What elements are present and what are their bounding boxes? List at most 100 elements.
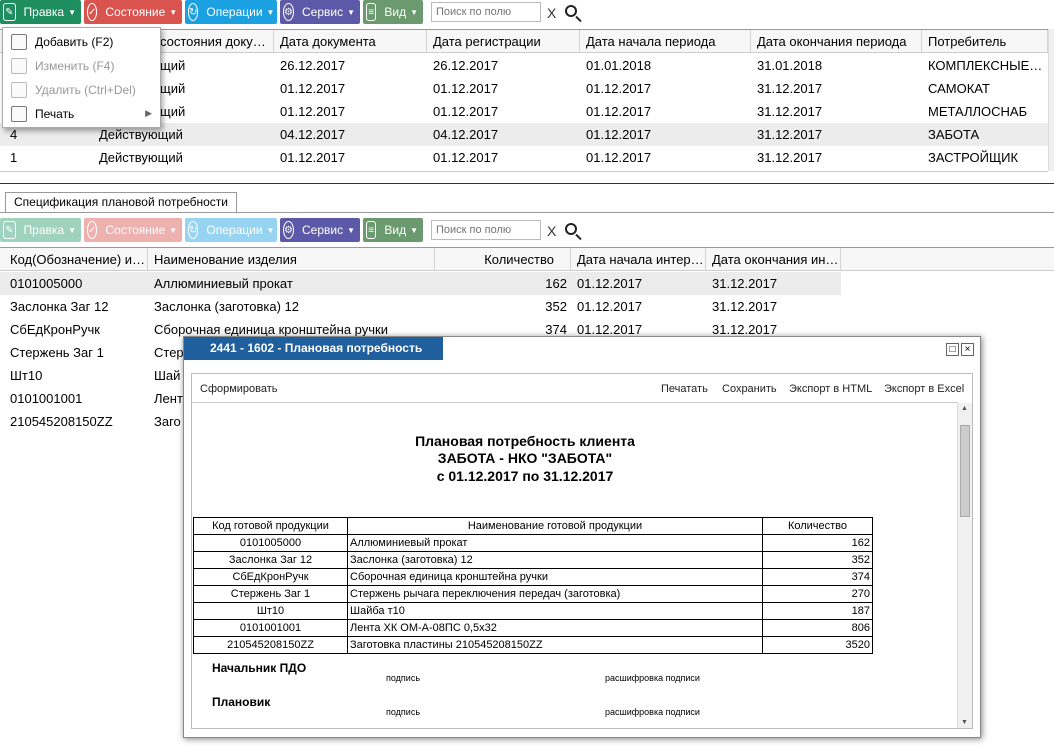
edit-icon: ✎	[3, 3, 16, 21]
report-row: Шт10 Шайба т10 187	[193, 602, 873, 620]
table-row[interactable]: Шт10 Шай	[10, 368, 181, 383]
report-row: Стержень Заг 1 Стержень рычага переключен…	[193, 585, 873, 603]
close-button[interactable]: ×	[961, 343, 974, 356]
save-button[interactable]: Сохранить	[722, 383, 777, 395]
table-row[interactable]: Заслонка Заг 12 Заслонка (заготовка) 12 …	[10, 299, 778, 314]
main-grid-header: состояния доку… Дата документа Дата реги…	[0, 29, 1054, 53]
check-circle-icon: ✓	[87, 3, 98, 21]
table-row[interactable]: щий 01.12.2017 01.12.2017 01.12.2017 31.…	[160, 81, 990, 96]
menu-item-change: Изменить (F4)	[3, 54, 160, 77]
divider	[0, 171, 1048, 172]
report-table: Код готовой продукции Наименование готов…	[193, 517, 873, 654]
export-excel-button[interactable]: Экспорт в Excel	[884, 383, 965, 395]
gear-icon: ⚙	[283, 3, 294, 21]
pencil-icon	[11, 57, 27, 74]
report-row: Заслонка Заг 12 Заслонка (заготовка) 12 35…	[193, 551, 873, 569]
report-scrollbar[interactable]: ▲ ▼	[957, 403, 972, 728]
spec-edit-button[interactable]: ✎ Правка ▼	[0, 218, 81, 242]
spec-search-input[interactable]	[431, 220, 541, 240]
report-row: 210545208150ZZ Заготовка пластины 2105452…	[193, 636, 873, 654]
table-row[interactable]: СбЕдКронРучк Сборочная единица кронштейн…	[10, 322, 778, 337]
signature-decode-caption: расшифровка подписи	[605, 707, 700, 717]
chevron-down-icon: ▼	[68, 7, 76, 17]
print-button[interactable]: Печатать	[661, 383, 708, 395]
chevron-down-icon: ▼	[266, 7, 275, 17]
menu-item-delete: Удалить (Ctrl+Del)	[3, 78, 160, 101]
spec-service-button[interactable]: ⚙ Сервис ▼	[280, 218, 360, 242]
signature-caption: подпись	[386, 673, 421, 683]
menu-item-add[interactable]: Добавить (F2)	[3, 30, 160, 53]
search-icon[interactable]	[565, 223, 577, 235]
column-header[interactable]: Дата окончания периода	[751, 30, 922, 53]
list-icon: ≡	[366, 3, 377, 21]
column-header[interactable]: Наименование изделия	[148, 248, 435, 271]
splitter[interactable]	[0, 183, 1054, 184]
column-header[interactable]: Дата регистрации	[427, 30, 580, 53]
chevron-down-icon: ▼	[410, 7, 418, 17]
table-row[interactable]: 1 Действующий 01.12.2017 01.12.2017 01.1…	[10, 150, 1019, 165]
column-header[interactable]: Дата документа	[274, 30, 427, 53]
table-row[interactable]: Стержень Заг 1 Стер	[10, 345, 184, 360]
clear-search-button[interactable]: X	[547, 5, 557, 21]
column-header[interactable]: Потребитель	[922, 30, 1048, 53]
form-button[interactable]: Сформировать	[200, 383, 278, 395]
signature-role-1: Начальник ПДО	[212, 661, 307, 675]
edit-button[interactable]: ✎ Правка ▼	[0, 0, 81, 24]
document-icon	[11, 33, 27, 50]
search-input[interactable]	[431, 2, 541, 22]
spec-clear-search-button[interactable]: X	[547, 223, 557, 239]
table-row[interactable]: щий 01.12.2017 01.12.2017 01.12.2017 31.…	[160, 104, 1028, 119]
spec-view-button[interactable]: ≡ Вид ▼	[363, 218, 423, 242]
spec-operations-button[interactable]: ↻ Операции ▼	[185, 218, 277, 242]
report-title: Плановая потребность клиента	[415, 433, 635, 449]
view-button[interactable]: ≡ Вид ▼	[363, 0, 423, 24]
search-icon[interactable]	[565, 5, 577, 17]
column-header[interactable]: Дата начала интер…	[571, 248, 706, 271]
refresh-icon: ↻	[188, 221, 199, 239]
table-row-selected[interactable]: 0101005000 Аллюминиевый прокат 162 01.12…	[0, 272, 841, 295]
table-row[interactable]: 210545208150ZZ Заго	[10, 414, 181, 429]
report-subtitle: ЗАБОТА - НКО "ЗАБОТА"	[437, 450, 613, 466]
edit-menu: Добавить (F2) Изменить (F4) Удалить (Ctr…	[2, 27, 161, 128]
signature-decode-caption: расшифровка подписи	[605, 673, 700, 683]
signature-role-2: Плановик	[212, 695, 271, 709]
maximize-button[interactable]: □	[946, 343, 959, 356]
chevron-down-icon: ▼	[169, 7, 178, 17]
printer-icon	[11, 105, 27, 122]
state-button[interactable]: ✓ Состояние ▼	[84, 0, 182, 24]
top-toolbar: ✎ Правка ▼ ✓ Состояние ▼ ↻ Операции ▼ ⚙ Сервис ▼…	[0, 0, 426, 24]
trash-icon	[11, 81, 27, 98]
scroll-down-icon[interactable]: ▼	[961, 719, 968, 726]
operations-button[interactable]: ↻ Операции ▼	[185, 0, 277, 24]
spec-state-button[interactable]: ✓ Состояние ▼	[84, 218, 182, 242]
check-circle-icon: ✓	[87, 221, 98, 239]
report-period: с 01.12.2017 по 31.12.2017	[436, 468, 614, 484]
table-row[interactable]: 0101001001 Лент	[10, 391, 183, 406]
signature-caption: подпись	[386, 707, 421, 717]
report-row: 0101001001 Лента ХК ОМ-А-08ПС 0,5х32 806	[193, 619, 873, 637]
column-header[interactable]: Код(Обозначение) и…	[4, 248, 148, 271]
tab-specification[interactable]: Спецификация плановой потребности	[5, 192, 238, 213]
dialog-title[interactable]: 2441 - 1602 - Плановая потребность	[184, 337, 443, 360]
chevron-down-icon: ▼	[347, 225, 355, 235]
column-header[interactable]: состояния доку…	[154, 30, 274, 53]
report-row: 0101005000 Аллюминиевый прокат 162	[193, 534, 873, 552]
export-html-button[interactable]: Экспорт в HTML	[789, 383, 873, 395]
column-header[interactable]: Количество	[435, 248, 571, 271]
scrollbar[interactable]	[1048, 29, 1054, 171]
gear-icon: ⚙	[283, 221, 294, 239]
scrollbar-thumb[interactable]	[960, 425, 970, 517]
menu-item-print[interactable]: Печать ▶	[3, 102, 160, 125]
refresh-icon: ↻	[188, 3, 199, 21]
report-viewer: Сформировать Печатать Сохранить Экспорт …	[191, 373, 973, 729]
table-row-selected[interactable]: 4 Действующий 04.12.2017 04.12.2017 01.1…	[0, 123, 1048, 146]
chevron-right-icon: ▶	[145, 108, 152, 118]
table-row[interactable]: щий 26.12.2017 26.12.2017 01.01.2018 31.…	[160, 58, 1043, 73]
chevron-down-icon: ▼	[266, 225, 275, 235]
scroll-up-icon[interactable]: ▲	[961, 405, 968, 412]
report-dialog: 2441 - 1602 - Плановая потребность □ × С…	[183, 336, 981, 738]
column-header[interactable]: Дата начала периода	[580, 30, 751, 53]
column-header[interactable]: Дата окончания ин…	[706, 248, 841, 271]
service-button[interactable]: ⚙ Сервис ▼	[280, 0, 360, 24]
tab-underline	[0, 212, 1054, 213]
